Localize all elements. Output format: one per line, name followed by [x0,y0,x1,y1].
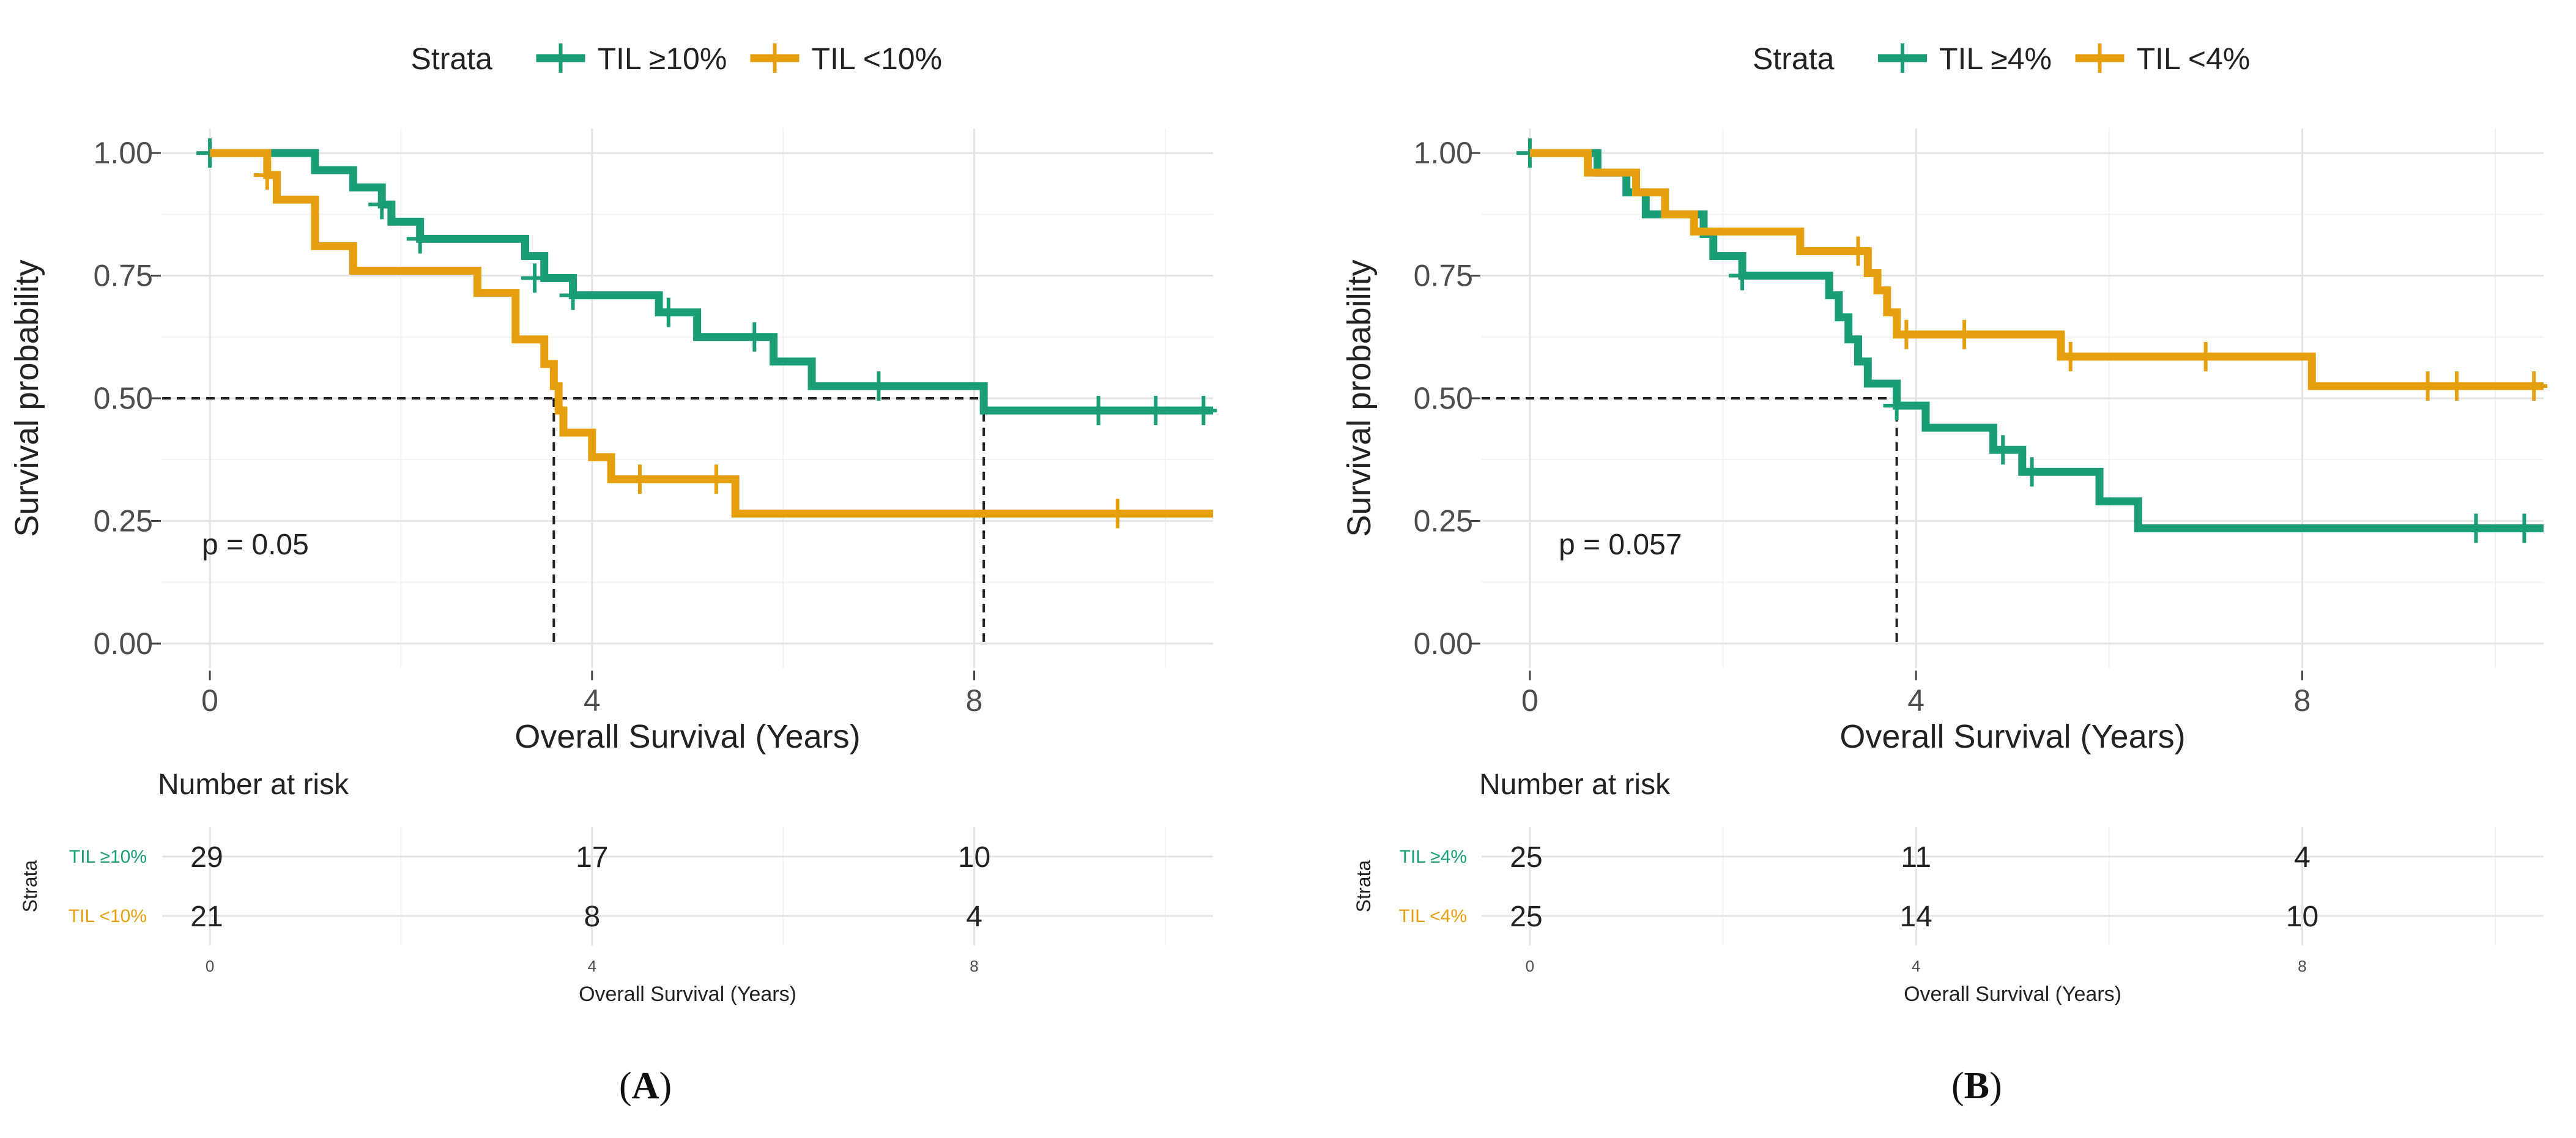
panel-b: 0.00 0.25 0.50 0.75 1.00 0 4 8 Overall Survival … [1341,42,2548,1107]
x-axis-title: Overall Survival (Years) [514,718,860,755]
panel-letter: (B) [1951,1065,2002,1107]
risk-count: 4 [966,901,982,933]
legend-key-high [1878,43,1927,73]
risk-table: Number at risk TIL ≥10% 29 17 10 TIL <10% 21 8 4… [19,768,1213,1006]
risk-x-tick-label: 4 [1912,957,1920,975]
x-tick-label: 0 [201,683,218,718]
x-tick-label: 4 [1907,683,1925,718]
x-tick-label: 0 [1521,683,1539,718]
risk-count: 14 [1899,901,1932,933]
risk-count: 11 [1901,841,1931,874]
risk-row-label: TIL <4% [1399,906,1467,926]
risk-x-tick-label: 0 [206,957,214,975]
risk-count: 10 [958,841,990,874]
panel-letter-paren-close: ) [659,1065,672,1107]
risk-count: 29 [190,841,223,874]
risk-count: 21 [190,901,223,933]
plot-grid [162,128,1213,668]
panel-letter-paren-open: ( [619,1065,632,1107]
risk-table-title: Number at risk [1479,768,1671,801]
panel-letter: (A) [619,1065,672,1107]
y-tick-label: 0.50 [1414,381,1473,415]
survival-curve [1529,149,2544,390]
risk-table-strata-label: Strata [19,860,41,913]
survival-curve [210,149,1213,415]
risk-row-label: TIL ≥4% [1400,847,1467,867]
y-axis-title: Survival probability [9,259,45,537]
risk-row-label: TIL ≥10% [69,847,147,867]
y-tick-label: 1.00 [1414,136,1473,170]
y-tick-label: 0.25 [1414,504,1473,538]
risk-count: 4 [2294,841,2311,874]
risk-table-x-title: Overall Survival (Years) [1904,983,2121,1006]
risk-count: 25 [1510,841,1542,874]
risk-table-title: Number at risk [158,768,349,801]
x-tick-label: 8 [966,683,983,718]
y-tick-label: 0.50 [94,381,153,415]
legend-label: TIL ≥4% [1939,42,2052,76]
panel-letter-label: A [632,1065,659,1107]
legend: Strata TIL ≥10% TIL <10% [411,42,943,76]
plot-grid [1482,128,2544,668]
legend-key-low [750,43,800,73]
panel-a: 0.00 0.25 0.50 0.75 1.00 0 4 8 Overall Survival … [9,42,1217,1107]
y-tick-label: 1.00 [94,136,153,170]
y-tick-label: 0.00 [94,627,153,661]
risk-count: 8 [584,901,600,933]
x-tick-label: 8 [2294,683,2311,718]
x-tick-label: 4 [584,683,601,718]
y-tick-label: 0.00 [1414,627,1473,661]
p-value: p = 0.05 [202,529,309,561]
risk-count: 25 [1510,901,1542,933]
risk-count: 10 [2286,901,2318,933]
y-tick-label: 0.25 [94,504,153,538]
panel-letter-label: B [1964,1065,1989,1107]
x-axis-title: Overall Survival (Years) [1839,718,2185,755]
legend-key-high [536,43,585,73]
legend-title: Strata [411,42,493,76]
survival-curve [210,149,1213,518]
legend-label: TIL <4% [2137,42,2251,76]
series-high [196,138,1217,426]
legend-label: TIL ≥10% [598,42,727,76]
risk-count: 17 [576,841,608,874]
risk-x-tick-label: 4 [588,957,596,975]
legend: Strata TIL ≥4% TIL <4% [1753,42,2250,76]
legend-title: Strata [1753,42,1835,76]
risk-x-tick-label: 0 [1526,957,1534,975]
risk-table-strata-label: Strata [1353,860,1375,913]
risk-x-tick-label: 8 [970,957,978,975]
series-low [1529,149,2548,401]
p-value: p = 0.057 [1559,529,1682,561]
legend-key-low [2075,43,2125,73]
panel-letter-paren-open: ( [1951,1065,1964,1107]
risk-table-x-title: Overall Survival (Years) [579,983,796,1006]
risk-x-tick-label: 8 [2298,957,2306,975]
risk-table: Number at risk TIL ≥4% 25 11 4 TIL <4% 25 14 10 S… [1353,768,2544,1006]
series-high [1516,138,2544,543]
y-tick-label: 0.75 [94,259,153,293]
risk-row-label: TIL <10% [69,906,147,926]
y-tick-label: 0.75 [1414,259,1473,293]
series-low [210,149,1213,529]
survival-curve [1529,149,2544,532]
legend-label: TIL <10% [812,42,943,76]
panel-letter-paren-close: ) [1989,1065,2002,1107]
y-axis-title: Survival probability [1341,259,1378,537]
